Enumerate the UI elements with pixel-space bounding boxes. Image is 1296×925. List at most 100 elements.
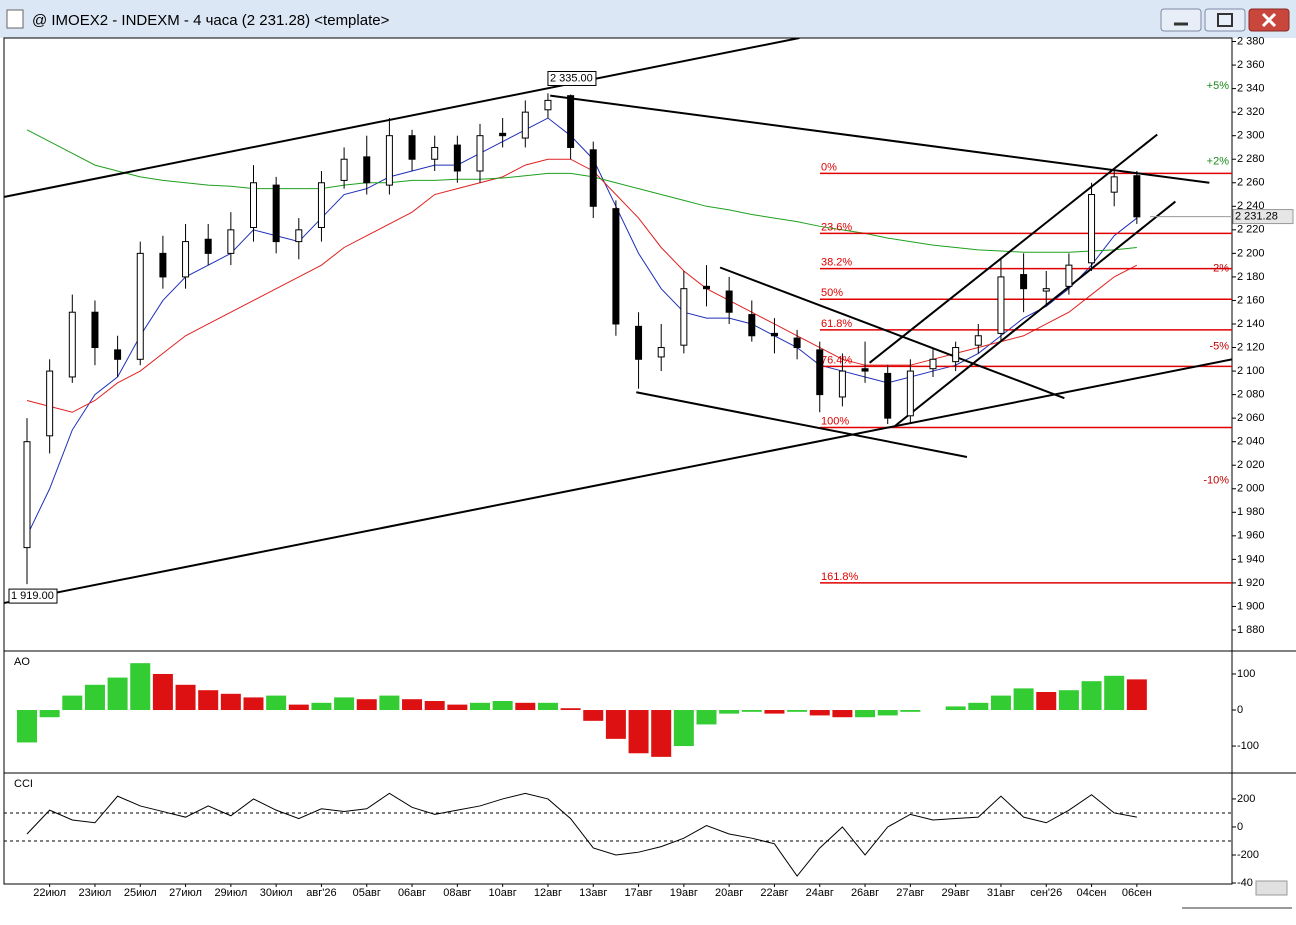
x-tick-label: 29июл <box>214 887 247 899</box>
y-tick-label: 2 280 <box>1237 153 1265 165</box>
ao-bar <box>583 710 604 721</box>
ao-bar <box>1058 690 1079 711</box>
ao-bar <box>152 673 173 711</box>
y-tick-label: 2 020 <box>1237 459 1265 471</box>
maximize-button[interactable] <box>1204 8 1246 32</box>
candle-body <box>431 146 439 160</box>
y-tick-label: 1 920 <box>1237 577 1265 589</box>
fib-label: 76.4% <box>821 354 852 366</box>
candle-body <box>317 182 325 228</box>
candle-body <box>952 347 960 363</box>
y-tick-label: 2 040 <box>1237 436 1265 448</box>
ao-bar <box>537 702 558 711</box>
y-tick-label: 2 160 <box>1237 294 1265 306</box>
candle-body <box>68 311 76 378</box>
ao-bar <box>492 701 513 711</box>
y-tick-label: 1 880 <box>1237 624 1265 636</box>
candle-body <box>114 349 122 360</box>
trendline <box>636 391 968 458</box>
ao-bar <box>379 695 400 711</box>
ao-bar <box>311 702 332 711</box>
ao-bar <box>809 710 830 716</box>
y-tick-label: 2 380 <box>1237 35 1265 47</box>
candle-body <box>906 370 914 417</box>
fib-label: 38.2% <box>821 257 852 269</box>
x-tick-label: 29авг <box>942 887 970 899</box>
ao-bar <box>334 697 355 711</box>
candle-body <box>521 111 529 139</box>
candle-body <box>250 182 257 228</box>
y-tick-label: 0 <box>1237 821 1243 833</box>
fib-label: 161.8% <box>821 571 859 583</box>
candle-body <box>612 208 620 325</box>
x-tick-label: 24авг <box>806 887 834 899</box>
candle-body <box>884 372 892 419</box>
ao-bar <box>673 710 694 747</box>
minimize-button[interactable] <box>1160 8 1202 32</box>
ao-bar <box>288 704 309 711</box>
candle-body <box>635 325 643 360</box>
candle-body <box>453 144 461 172</box>
y-tick-label: 1 900 <box>1237 600 1265 612</box>
candle-body <box>680 288 688 346</box>
x-tick-label: 06сен <box>1122 887 1152 899</box>
pct-label: -10% <box>1203 474 1229 486</box>
window-title: @ IMOEX2 - INDEXM - 4 часа (2 231.28) <t… <box>32 12 390 29</box>
ao-bar <box>990 695 1011 711</box>
candle-body <box>1042 288 1050 292</box>
pct-label: +2% <box>1207 155 1230 167</box>
ao-bar <box>402 699 423 711</box>
scroll-thumb[interactable] <box>1255 880 1288 896</box>
y-tick-label: -100 <box>1237 740 1259 752</box>
y-tick-label: 2 200 <box>1237 247 1265 259</box>
app-icon <box>6 9 24 29</box>
y-tick-label: 2 180 <box>1237 271 1265 283</box>
candle-body <box>544 99 552 111</box>
price-plot: 0% 23.6% 38.2% 50% 61.8% 76.4% 100% 161.8% +5% +2… <box>4 38 1232 604</box>
trendline <box>719 266 1065 400</box>
candle-body <box>499 132 507 137</box>
x-tick-label: 23июл <box>79 887 112 899</box>
candle-body <box>770 332 778 337</box>
candle-body <box>476 135 484 172</box>
trendline <box>868 133 1158 364</box>
fib-label: 50% <box>821 287 843 299</box>
ao-bar <box>741 710 762 712</box>
y-tick-label: 2 220 <box>1237 224 1265 236</box>
candle-body <box>408 135 416 160</box>
plot-frame <box>3 37 1233 885</box>
y-tick-label: 1 980 <box>1237 506 1265 518</box>
candle-body <box>91 311 99 349</box>
candle-body <box>1133 175 1141 218</box>
ao-bar <box>198 690 219 711</box>
pct-label: -5% <box>1209 340 1229 352</box>
ao-bar <box>764 710 785 714</box>
candle-body <box>997 276 1005 334</box>
ao-bar <box>628 710 649 754</box>
x-tick-label: 27июл <box>169 887 202 899</box>
candle-body <box>974 335 982 346</box>
ao-bar <box>696 710 717 725</box>
ao-bar <box>107 677 128 711</box>
y-tick-label: 200 <box>1237 793 1255 805</box>
ao-bar <box>900 710 921 712</box>
ao-bar <box>855 710 876 718</box>
annotation-label: 2 335.00 <box>550 72 593 84</box>
trendline <box>4 358 1232 604</box>
annotation-box <box>8 588 58 604</box>
ao-bar <box>243 697 264 711</box>
candle-body <box>23 441 31 549</box>
y-tick-label: 2 140 <box>1237 318 1265 330</box>
trendline <box>550 94 1210 184</box>
candle-body <box>272 184 280 243</box>
x-tick-label: 22авг <box>760 887 788 899</box>
cci-line <box>26 792 1137 877</box>
y-tick-label: 2 260 <box>1237 177 1265 189</box>
panel-title: AO <box>14 656 30 668</box>
ao-bar <box>605 710 626 739</box>
y-tick-label: 0 <box>1237 704 1243 716</box>
candle-body <box>1088 194 1096 264</box>
ao-bar <box>220 693 241 711</box>
